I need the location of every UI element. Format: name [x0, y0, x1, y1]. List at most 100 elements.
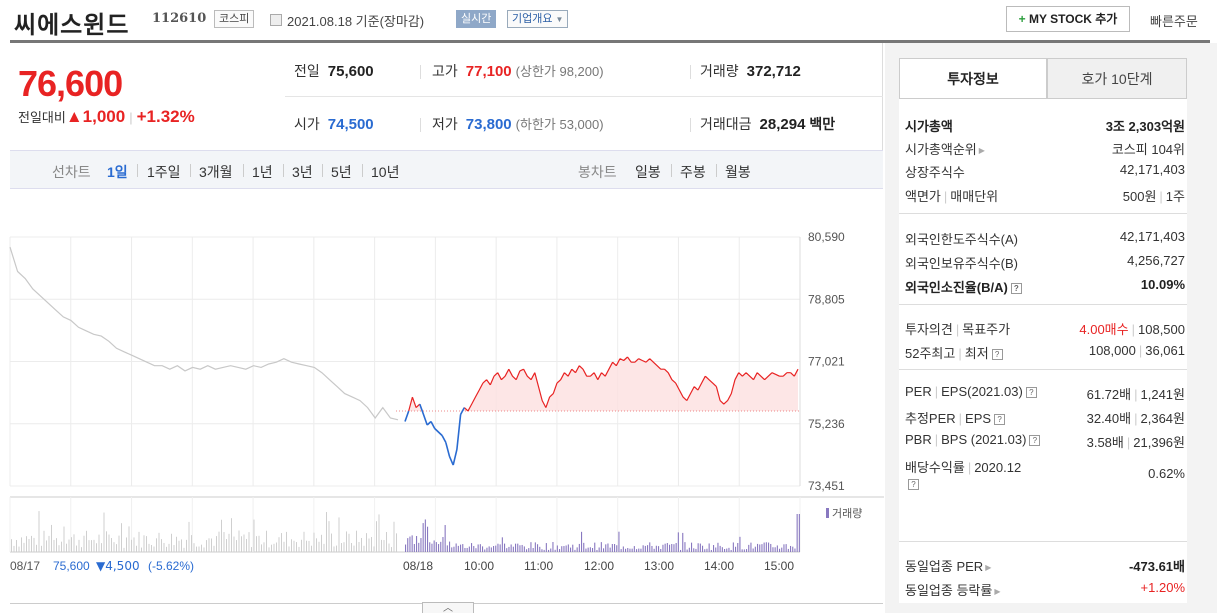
prev-close-label: 전일: [294, 63, 320, 79]
calendar-icon: [270, 14, 282, 26]
volume-bar: [133, 537, 135, 552]
volume-bar: [530, 542, 532, 552]
help-icon[interactable]: ?: [1025, 387, 1037, 398]
volume-bar: [61, 541, 62, 552]
volume-bar: [58, 545, 60, 552]
est-per-values: 32.40배 | 2,364원: [1087, 408, 1185, 427]
pbr-label: PBR: [905, 432, 932, 447]
volume-bar: [422, 523, 424, 552]
volume-bar: [541, 549, 543, 552]
volume-bar: [567, 544, 569, 552]
volume-bar: [243, 534, 245, 552]
volume-bar: [752, 548, 754, 552]
prev-day-pct: (-5.62%): [148, 559, 194, 573]
help-icon[interactable]: ?: [1029, 435, 1041, 446]
per-values: 61.72배 | 1,241원: [1087, 384, 1185, 403]
volume-bar: [726, 548, 728, 552]
open-label: 시가: [294, 116, 320, 132]
volume-bar: [642, 545, 644, 552]
tab-1d[interactable]: 1일: [107, 164, 128, 180]
volume-bar: [363, 545, 365, 552]
company-overview-button[interactable]: 기업개요 ▼: [507, 10, 569, 28]
market-cap-rank-link[interactable]: 시가총액순위 ▶: [905, 139, 985, 158]
sector-per-link[interactable]: 동일업종 PER ▶: [905, 556, 991, 575]
volume-bar: [38, 511, 40, 552]
volume-bar: [543, 549, 545, 552]
volume-bar: [424, 519, 426, 552]
volume-bar: [761, 544, 763, 552]
tab-5y[interactable]: 5년: [331, 164, 352, 180]
volume-bar: [490, 547, 492, 552]
volume-bar: [63, 526, 65, 552]
volume-bar: [728, 547, 730, 552]
volume-bar: [708, 543, 710, 552]
week52-low-label: 최저: [964, 346, 989, 361]
tab-daily-candle[interactable]: 일봉: [635, 164, 661, 180]
price-chart[interactable]: 80,590 78,805 77,021 75,236 73,451 08/18 10:0…: [0, 189, 884, 603]
volume-bar: [158, 532, 160, 552]
per-row: PER | EPS(2021.03)? 61.72배 | 1,241원: [905, 381, 1185, 403]
dividend-row: 배당수익률 | 2020.12? 0.62%: [905, 454, 1185, 494]
volume-bar: [614, 544, 616, 552]
tab-1w[interactable]: 1주일: [147, 164, 181, 180]
volume-bar: [774, 547, 776, 552]
tab-3y[interactable]: 3년: [292, 164, 313, 180]
volume-bar: [446, 545, 448, 552]
sector-info-box: 동일업종 PER ▶ -473.61배 동일업종 등락률 ▶ +1.20%: [899, 541, 1187, 603]
volume-legend-icon: [826, 508, 829, 518]
help-icon[interactable]: ?: [991, 349, 1003, 360]
add-mystock-button[interactable]: + MY STOCK 추가: [1006, 6, 1130, 32]
low-price: 저가 73,800 (하한가 53,000): [432, 114, 604, 134]
opinion-value: 4.00매수: [1079, 322, 1129, 337]
tab-monthly-candle[interactable]: 월봉: [725, 164, 751, 180]
help-icon[interactable]: ?: [908, 479, 919, 490]
volume-bar: [710, 549, 712, 552]
volume-bar: [479, 544, 481, 552]
volume-bar: [291, 539, 292, 552]
volume-bar: [768, 542, 770, 552]
tab-investment-info[interactable]: 투자정보: [899, 58, 1047, 99]
volume-bar: [381, 539, 382, 552]
volume-bar: [341, 543, 342, 552]
volume-bar: [28, 539, 30, 552]
volume-bar: [611, 543, 613, 552]
volume-bar: [123, 547, 125, 552]
tab-orderbook-10[interactable]: 호가 10단계: [1047, 58, 1187, 99]
line-chart-heading: 선차트: [52, 164, 91, 180]
summary-divider: [285, 96, 883, 97]
volume-bar: [278, 537, 280, 552]
tab-weekly-candle[interactable]: 주봉: [680, 164, 706, 180]
volume-bar: [574, 549, 576, 552]
volume-bar: [148, 543, 150, 552]
volume-bar: [386, 532, 387, 552]
volume-bar: [781, 547, 783, 552]
volume-bar: [680, 549, 682, 552]
quick-order-link[interactable]: 빠른주문: [1150, 14, 1198, 29]
sector-change-link[interactable]: 동일업종 등락률 ▶: [905, 580, 1001, 599]
volume-bar: [521, 544, 523, 552]
y-axis-labels: 80,590 78,805 77,021 75,236 73,451: [808, 230, 845, 493]
tab-1y[interactable]: 1년: [252, 164, 273, 180]
volume-bar: [286, 531, 287, 552]
volume-bar: [616, 545, 618, 552]
volume-bar: [770, 543, 772, 552]
market-cap-row: 시가총액 3조 2,303억원: [905, 113, 1185, 135]
help-icon[interactable]: ?: [1010, 283, 1022, 294]
volume-bar: [792, 546, 794, 552]
volume-bar: [684, 542, 686, 552]
opinion-values: 4.00매수 | 108,500: [1079, 319, 1185, 338]
help-icon[interactable]: ?: [994, 414, 1006, 425]
volume-bar: [532, 548, 534, 552]
volume-bar: [576, 547, 578, 552]
volume-bar: [281, 533, 282, 552]
volume-bar: [308, 540, 310, 552]
divider: [283, 164, 284, 177]
volume-bar: [288, 546, 290, 552]
volume-bar: [283, 541, 285, 552]
tab-10y[interactable]: 10년: [371, 164, 400, 180]
collapse-button[interactable]: ︿: [422, 602, 474, 613]
today-price-line-down: [404, 403, 466, 466]
volume-bar: [466, 547, 468, 552]
tab-3m[interactable]: 3개월: [199, 164, 233, 180]
volume-bar: [366, 533, 367, 552]
